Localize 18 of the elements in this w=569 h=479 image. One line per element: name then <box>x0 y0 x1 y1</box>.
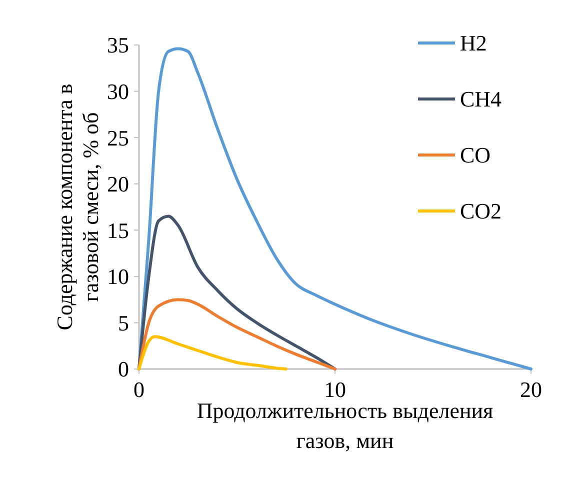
y-tick-label: 35 <box>107 32 129 58</box>
y-tick-label: 25 <box>107 125 129 150</box>
y-tick-label: 20 <box>107 172 129 197</box>
y-tick-label: 15 <box>107 218 129 243</box>
line-series <box>138 335 288 370</box>
x-tick-label: 0 <box>134 377 144 402</box>
line-series <box>138 214 336 370</box>
legend-label: CO2 <box>460 198 502 224</box>
x-tick-label: 20 <box>520 377 542 402</box>
legend-label: CH4 <box>460 86 502 112</box>
legend-label: H2 <box>460 30 487 56</box>
y-tick-label: 30 <box>107 78 129 104</box>
y-tick-label: 10 <box>107 264 129 290</box>
line-series <box>138 298 336 370</box>
y-tick-label: 0 <box>118 356 129 382</box>
legend-label: CO <box>460 142 491 168</box>
y-axis-title: Содержание компонента в газовой смеси, % об <box>52 84 103 330</box>
y-tick-label: 5 <box>118 310 129 336</box>
